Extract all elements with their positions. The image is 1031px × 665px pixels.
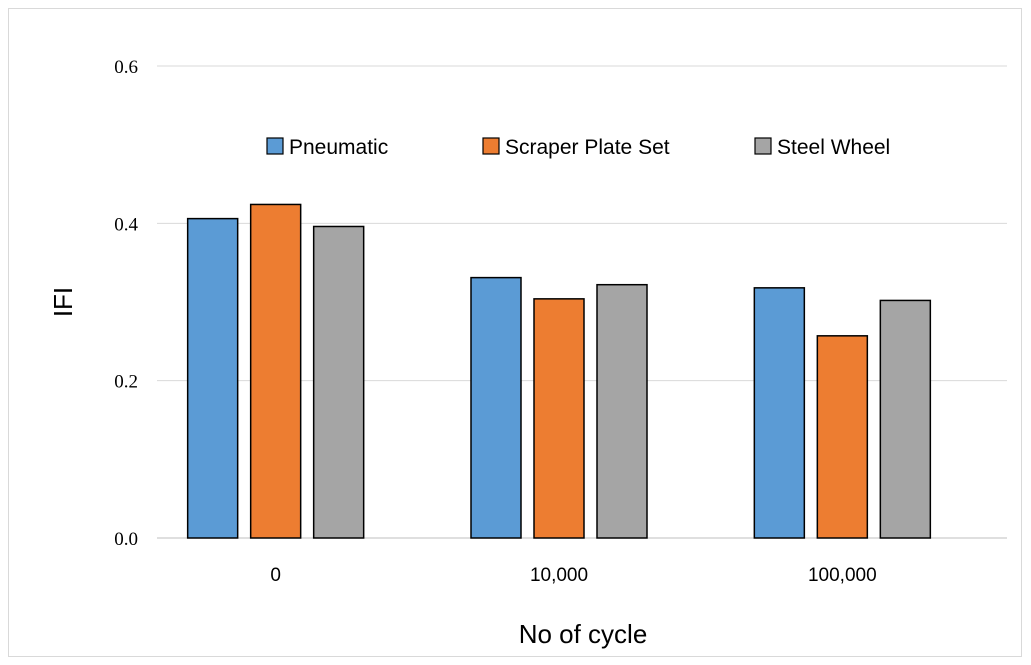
bar-scraper-plate-set-0 [249, 203, 302, 539]
bar-pneumatic-1 [470, 276, 522, 539]
y-tick-label: 0.4 [114, 214, 138, 235]
x-tick-label: 0 [270, 565, 281, 586]
bar-pneumatic-2 [753, 287, 806, 539]
bar-steel-wheel-0 [312, 225, 365, 539]
legend-label: Scraper Plate Set [505, 136, 670, 159]
bar-scraper-plate-set-1 [533, 298, 585, 539]
legend-swatch [754, 137, 772, 155]
bar-pneumatic-0 [186, 217, 239, 539]
bar-scraper-plate-set-2 [816, 335, 869, 539]
legend-label: Steel Wheel [777, 136, 890, 159]
y-tick-label: 0.2 [114, 372, 138, 393]
x-tick-label: 10,000 [530, 565, 588, 586]
legend-swatch [482, 137, 500, 155]
y-tick-label: 0.0 [114, 529, 138, 550]
y-axis-title: IFI [48, 287, 78, 317]
legend-label: Pneumatic [289, 136, 388, 159]
x-tick-label: 100,000 [808, 565, 877, 586]
bar-steel-wheel-1 [596, 283, 648, 539]
y-tick-label: 0.6 [114, 57, 138, 78]
x-axis-title: No of cycle [519, 619, 648, 649]
legend-swatch [266, 137, 284, 155]
bar-steel-wheel-2 [879, 299, 932, 539]
